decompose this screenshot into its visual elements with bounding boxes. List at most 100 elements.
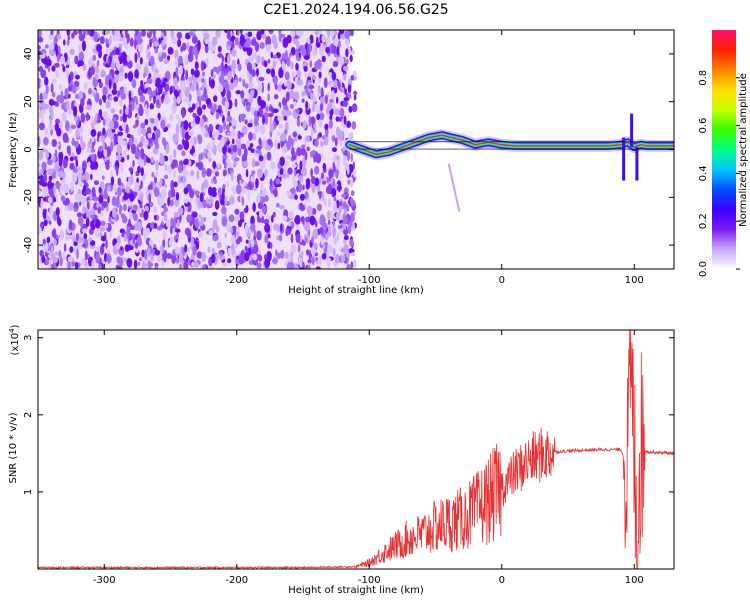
- noise-speckle: [320, 102, 323, 112]
- noise-speckle: [352, 259, 357, 269]
- noise-speckle: [343, 235, 349, 241]
- noise-speckle: [295, 30, 302, 37]
- noise-speckle: [264, 223, 271, 233]
- noise-speckle: [97, 78, 102, 83]
- noise-speckle: [322, 180, 326, 185]
- noise-speckle: [308, 84, 315, 90]
- noise-speckle: [206, 196, 209, 206]
- noise-speckle: [204, 87, 207, 98]
- noise-speckle: [200, 96, 207, 102]
- noise-speckle: [267, 58, 271, 64]
- noise-speckle: [122, 203, 127, 212]
- noise-speckle: [177, 119, 182, 124]
- noise-speckle: [137, 191, 140, 197]
- noise-speckle: [75, 74, 80, 80]
- noise-speckle: [45, 84, 49, 94]
- noise-speckle: [290, 30, 296, 38]
- noise-speckle: [89, 66, 95, 76]
- noise-speckle: [144, 83, 148, 89]
- noise-speckle: [167, 196, 171, 207]
- noise-speckle: [73, 241, 78, 247]
- noise-speckle: [332, 248, 336, 257]
- noise-speckle: [101, 175, 105, 180]
- noise-speckle: [292, 179, 298, 188]
- noise-speckle: [181, 108, 185, 119]
- noise-speckle: [259, 199, 265, 204]
- noise-speckle: [210, 69, 214, 78]
- noise-speckle: [336, 231, 340, 242]
- noise-speckle: [165, 218, 170, 228]
- noise-speckle: [56, 30, 60, 36]
- noise-speckle: [69, 48, 75, 56]
- noise-speckle: [111, 49, 117, 56]
- noise-speckle: [170, 30, 174, 40]
- noise-speckle: [226, 89, 232, 101]
- noise-speckle: [290, 187, 296, 195]
- noise-speckle: [101, 243, 105, 248]
- noise-speckle: [247, 122, 253, 128]
- colorbar-tick-label: 0.2: [698, 213, 709, 229]
- noise-speckle: [173, 235, 177, 242]
- noise-speckle: [317, 91, 321, 98]
- noise-speckle: [45, 259, 50, 265]
- noise-speckle: [280, 222, 283, 233]
- noise-speckle: [223, 120, 226, 131]
- noise-speckle: [113, 184, 118, 193]
- noise-speckle: [62, 158, 68, 169]
- noise-speckle: [346, 120, 352, 129]
- noise-speckle: [38, 175, 44, 180]
- noise-speckle: [182, 175, 186, 184]
- noise-speckle: [60, 153, 64, 163]
- noise-speckle: [192, 46, 198, 56]
- noise-speckle: [231, 171, 234, 182]
- noise-speckle: [175, 123, 180, 134]
- noise-speckle: [155, 128, 161, 139]
- noise-speckle: [208, 186, 213, 196]
- noise-speckle: [87, 87, 93, 95]
- noise-speckle: [188, 31, 194, 36]
- noise-speckle: [105, 100, 111, 109]
- x-tick-label: 0: [499, 575, 505, 586]
- noise-speckle: [269, 242, 273, 249]
- noise-speckle: [306, 146, 310, 152]
- noise-speckle: [236, 139, 242, 149]
- signal-ridge: [348, 134, 674, 155]
- noise-speckle: [72, 105, 78, 117]
- noise-speckle: [110, 176, 115, 186]
- noise-speckle: [202, 264, 207, 269]
- noise-speckle: [295, 233, 301, 244]
- noise-speckle: [250, 239, 255, 248]
- noise-speckle: [93, 31, 99, 43]
- noise-speckle: [351, 121, 357, 130]
- noise-speckle: [241, 196, 245, 206]
- y-tick-label: 40: [23, 48, 34, 61]
- noise-speckle: [103, 149, 108, 158]
- noise-speckle: [345, 58, 349, 65]
- noise-speckle: [59, 83, 63, 90]
- noise-speckle: [334, 254, 340, 264]
- noise-speckle: [183, 187, 189, 195]
- noise-speckle: [191, 36, 198, 45]
- noise-speckle: [120, 115, 123, 122]
- noise-speckle: [244, 83, 249, 89]
- noise-speckle: [220, 199, 225, 206]
- noise-speckle: [326, 249, 330, 261]
- noise-speckle: [197, 199, 201, 205]
- noise-speckle: [97, 112, 100, 124]
- noise-speckle: [252, 202, 256, 213]
- noise-speckle: [106, 253, 112, 264]
- noise-speckle: [58, 170, 64, 179]
- noise-speckle: [153, 187, 160, 198]
- noise-speckle: [283, 81, 288, 87]
- noise-speckle: [305, 178, 311, 184]
- noise-speckle: [154, 171, 158, 178]
- noise-speckle: [324, 134, 329, 144]
- noise-speckle: [333, 154, 337, 163]
- noise-speckle: [190, 82, 196, 92]
- noise-speckle: [71, 84, 77, 94]
- noise-speckle: [117, 186, 122, 197]
- noise-speckle: [207, 266, 214, 269]
- noise-speckle: [282, 215, 288, 222]
- noise-speckle: [262, 33, 267, 40]
- noise-speckle: [285, 155, 292, 160]
